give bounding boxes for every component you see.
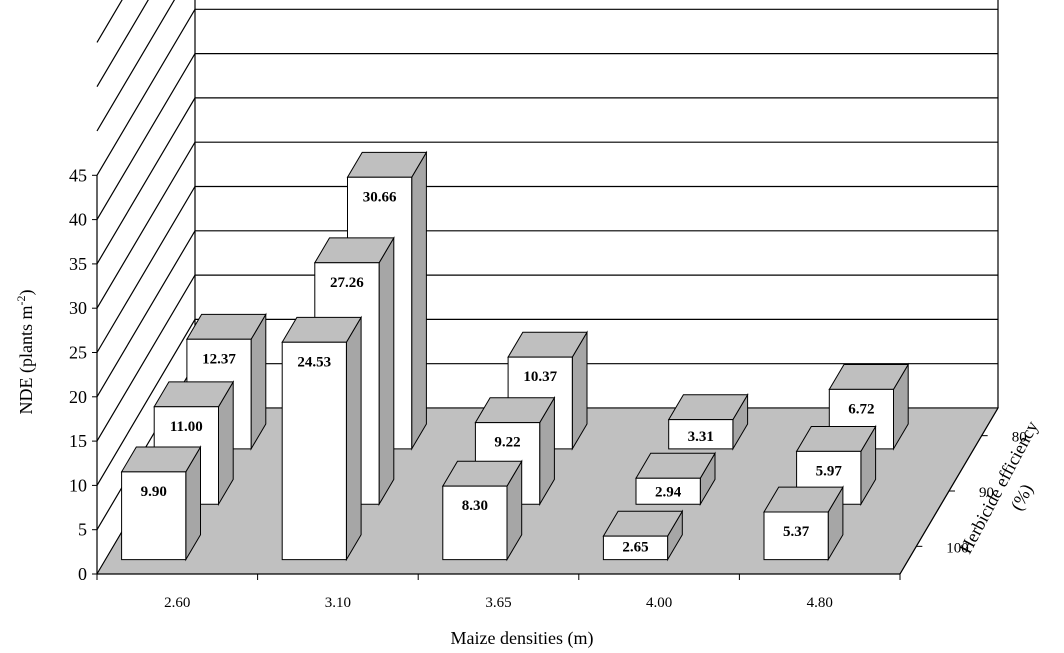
bar-side — [378, 236, 395, 507]
bar-80-4.00: 3.31 — [667, 392, 749, 451]
bar-side — [411, 150, 427, 451]
depth-axis-title-line2: (%) — [1007, 481, 1038, 515]
bar-front — [763, 511, 829, 561]
gridline — [96, 141, 998, 309]
x-tick-label: 3.65 — [485, 595, 511, 611]
bar-front — [602, 535, 669, 561]
bar-100-4.80: 5.37 — [763, 485, 844, 562]
gridline — [96, 185, 998, 353]
gridline — [96, 97, 998, 265]
data-label: 2.65 — [622, 540, 648, 556]
x-tick-label: 4.00 — [646, 595, 672, 611]
y-tick-label: 30 — [69, 298, 87, 318]
data-label: 27.26 — [330, 275, 364, 291]
bar-front — [635, 477, 701, 505]
bar-front — [442, 485, 508, 561]
bar-90-4.00: 2.94 — [635, 451, 716, 507]
gridline — [96, 274, 998, 442]
y-tick-label: 25 — [69, 343, 87, 363]
bar-side — [345, 315, 362, 562]
gridline — [96, 0, 149, 88]
data-label: 12.37 — [202, 351, 236, 367]
y-tick-label: 35 — [69, 254, 87, 274]
bar-100-3.10: 24.53 — [281, 315, 362, 562]
y-axis-title: NDE (plants m-2) — [14, 290, 37, 415]
bar-100-3.65: 8.30 — [441, 459, 523, 562]
data-label: 5.97 — [816, 463, 843, 479]
y-tick-label: 10 — [69, 475, 87, 495]
chart-bars: 12.37 30.66 10.37 3.31 6.72 11.00 27.26 9.22 2.9… — [120, 150, 910, 562]
depth-tick-label: 100 — [946, 540, 969, 556]
x-axis-title: Maize densities (m) — [451, 628, 594, 649]
data-label: 6.72 — [848, 401, 874, 417]
data-label: 9.22 — [494, 435, 520, 451]
data-label: 8.30 — [462, 498, 488, 514]
x-tick-label: 3.10 — [325, 595, 351, 611]
bar-100-4.00: 2.65 — [602, 509, 684, 562]
gridline — [96, 0, 176, 132]
bar-100-2.60: 9.90 — [120, 445, 202, 562]
bar-front — [668, 419, 734, 450]
y-tick-label: 20 — [69, 387, 87, 407]
data-label: 11.00 — [170, 419, 203, 435]
x-tick-label: 2.60 — [164, 595, 190, 611]
data-label: 30.66 — [363, 189, 397, 205]
depth-tick-label: 80 — [1012, 430, 1027, 446]
gridline — [96, 52, 998, 220]
data-label: 10.37 — [523, 369, 557, 385]
gridline — [96, 0, 123, 43]
x-tick-label: 4.80 — [807, 595, 833, 611]
y-axis-title-sup: -2 — [14, 296, 28, 306]
y-tick-label: 5 — [78, 520, 87, 540]
data-label: 5.37 — [783, 524, 810, 540]
y-axis-title-end: ) — [16, 290, 37, 296]
y-tick-label: 40 — [69, 210, 87, 230]
y-axis-title-main: NDE (plants m — [16, 306, 37, 415]
gridline — [96, 230, 998, 398]
depth-tick-label: 90 — [979, 485, 994, 501]
data-label: 24.53 — [297, 354, 331, 370]
bar-front — [281, 341, 347, 561]
gridline — [96, 318, 998, 486]
bar-90-4.80: 5.97 — [795, 424, 877, 507]
data-label: 3.31 — [688, 429, 714, 445]
y-tick-label: 0 — [78, 564, 87, 584]
data-label: 9.90 — [141, 484, 167, 500]
bar-front — [121, 471, 187, 561]
data-label: 2.94 — [655, 484, 682, 500]
gridline — [96, 8, 998, 176]
y-tick-label: 45 — [69, 165, 87, 185]
chart-axes: 0 5 10 15 20 25 30 35 40 45 2.60 3.10 3.65 4.00 4.80 10… — [69, 165, 1027, 611]
y-tick-label: 15 — [69, 431, 87, 451]
